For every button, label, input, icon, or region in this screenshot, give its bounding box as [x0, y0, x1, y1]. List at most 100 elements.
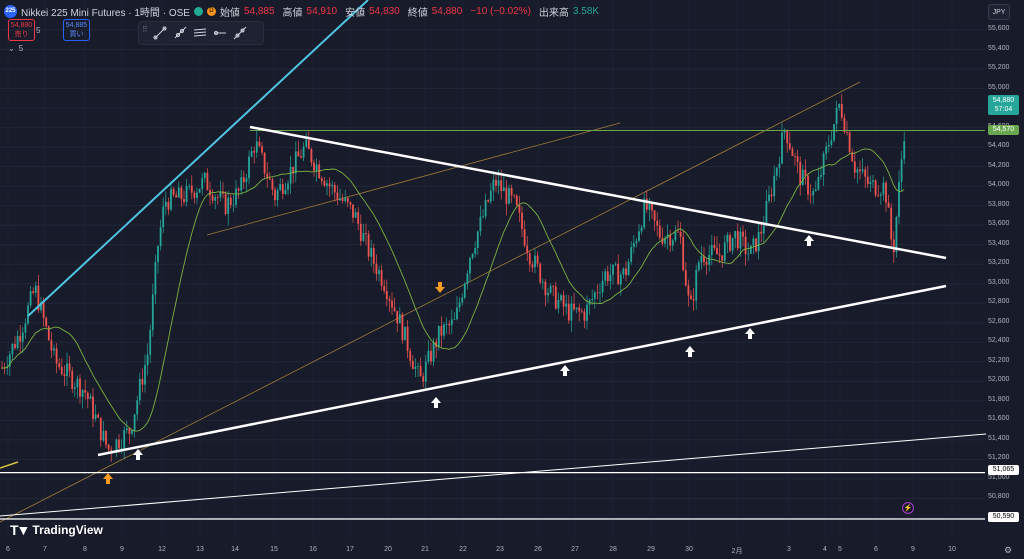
candle-body [796, 156, 799, 162]
candle-body [814, 189, 817, 191]
level-2-price-tag: 50,590 [988, 512, 1019, 522]
candle-body [21, 332, 24, 342]
candle-body [385, 290, 388, 300]
candle-body [536, 255, 539, 264]
candle-body [294, 151, 297, 174]
candle-body [352, 204, 354, 218]
candle-body [287, 183, 289, 190]
time-tick-label: 9 [911, 546, 915, 553]
candle-body [445, 323, 448, 325]
candle-body [760, 231, 763, 234]
candle-body [255, 141, 258, 153]
time-tick-label: 2月 [731, 548, 743, 555]
drag-handle-icon[interactable]: ⠿ [142, 25, 148, 34]
price-tick-label: 53,400 [988, 239, 1010, 247]
candle-body [593, 292, 596, 299]
fib-diagonal-line [206, 122, 621, 236]
sell-price: 54,880 [10, 22, 33, 29]
candle-body [617, 263, 620, 285]
candle-body [812, 190, 815, 196]
drawn-trendlines[interactable] [0, 0, 987, 520]
candle-body [84, 390, 87, 393]
buy-button[interactable]: 54,885 買い [63, 19, 90, 41]
spread-value: 5 [36, 26, 41, 35]
orange-down-arrow-icon [435, 282, 445, 293]
candle-body [115, 439, 118, 453]
time-tick-label: 7 [43, 546, 47, 553]
change-value: −10 (−0.02%) [470, 5, 531, 17]
candle-body [539, 263, 542, 283]
candle-body [651, 203, 653, 211]
candle-body [747, 253, 750, 255]
candle-body [123, 430, 126, 449]
trend-line-tool-icon[interactable] [150, 24, 170, 42]
candle-body [396, 310, 399, 324]
candle-body [141, 378, 144, 385]
candle-body [734, 231, 737, 238]
candle-body [274, 189, 276, 201]
candle-body [534, 255, 536, 268]
candle-body [570, 303, 573, 321]
market-status-dot [193, 6, 203, 16]
candle-body [900, 159, 903, 182]
candle-body [380, 270, 383, 286]
candle-body [76, 378, 79, 388]
parallel-channel-tool-icon[interactable] [190, 24, 210, 42]
symbol-title[interactable]: Nikkei 225 Mini Futures · 1時間 · OSE [21, 7, 190, 19]
candle-body [604, 271, 607, 281]
candle-body [471, 253, 474, 258]
candle-body [583, 311, 586, 321]
candle-body [289, 166, 292, 184]
candle-body [466, 273, 469, 284]
price-tick-label: 54,200 [988, 161, 1010, 169]
candle-body [149, 330, 152, 355]
time-tick-label: 3 [787, 546, 791, 553]
candle-body [414, 366, 417, 370]
candle-body [328, 183, 331, 187]
candle-body [716, 247, 718, 255]
candle-body [736, 231, 739, 249]
candle-body [365, 232, 367, 235]
candle-body [781, 132, 783, 164]
gear-icon[interactable]: ⚙ [1004, 545, 1013, 555]
horizontal-ray-tool-icon[interactable] [210, 24, 230, 42]
candle-body [526, 245, 529, 254]
candle-body [375, 263, 378, 275]
candle-body [110, 449, 113, 453]
candle-body [773, 175, 776, 197]
currency-selector[interactable]: JPY [988, 4, 1010, 20]
candle-body [86, 392, 89, 399]
candle-body [497, 180, 500, 186]
candle-body [903, 141, 906, 160]
ray-tool-icon[interactable] [170, 24, 190, 42]
candle-body [159, 227, 162, 247]
time-tick-label: 5 [838, 546, 842, 553]
extended-line-tool-icon[interactable] [230, 24, 250, 42]
sell-button[interactable]: 54,880 売り [8, 19, 35, 41]
candle-body [297, 151, 300, 157]
candle-body [336, 192, 339, 201]
candle-body [892, 239, 895, 253]
lightning-icon[interactable]: ⚡ [902, 502, 914, 514]
indicators-toggle[interactable]: ⌄ 5 [8, 44, 23, 53]
candle-body [640, 227, 643, 232]
candle-body [778, 163, 781, 168]
candle-body [596, 292, 599, 294]
candle-body [895, 216, 898, 253]
time-tick-label: 10 [948, 546, 956, 553]
candle-body [835, 107, 838, 125]
candle-body [877, 195, 880, 197]
candle-body [383, 285, 386, 291]
fib-lines [0, 81, 861, 523]
white-up-arrow-icon [431, 397, 441, 408]
candle-body [653, 210, 656, 221]
candle-body [757, 231, 760, 252]
candle-body [838, 104, 841, 108]
candle-body [508, 187, 510, 204]
price-tick-label: 55,000 [988, 83, 1010, 91]
candle-body [690, 295, 692, 300]
ma-line [1, 148, 905, 432]
candle-body [157, 246, 159, 263]
candle-body [349, 202, 352, 205]
